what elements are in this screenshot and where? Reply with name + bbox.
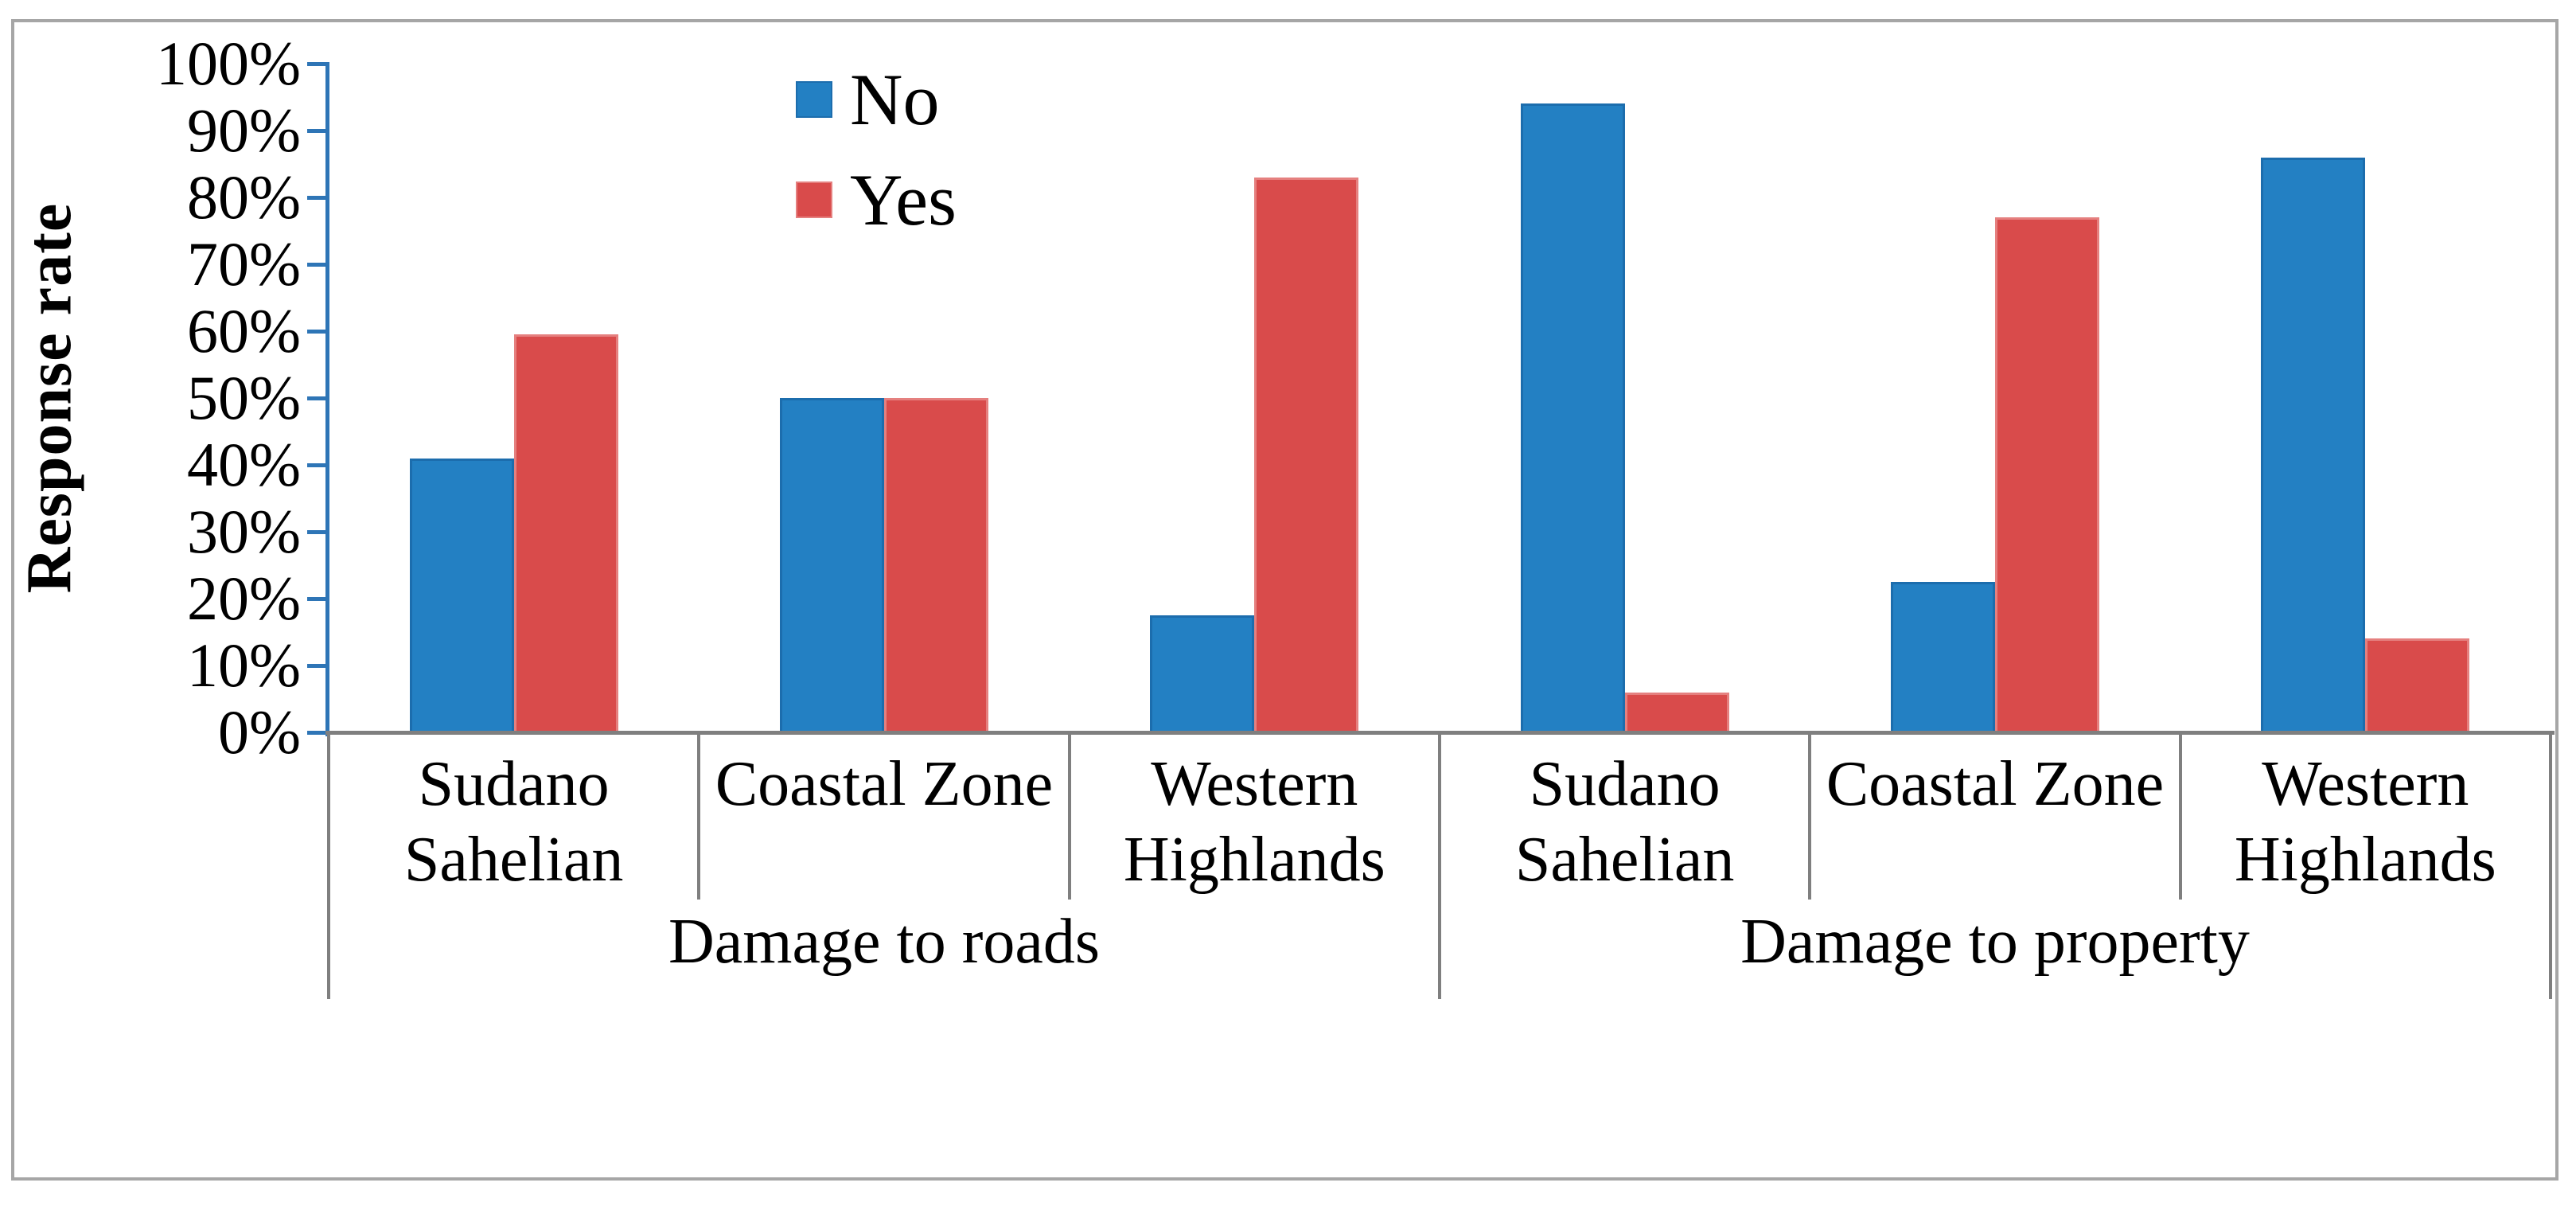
- bar-no: [2261, 157, 2366, 732]
- legend-swatch-no: [796, 81, 832, 118]
- bar-yes: [1254, 177, 1359, 732]
- y-tick-label: 50%: [187, 363, 301, 432]
- y-tick-mark: [307, 664, 328, 668]
- y-tick-label: 80%: [187, 162, 301, 232]
- legend: No Yes: [796, 60, 957, 260]
- y-tick-label: 30%: [187, 497, 301, 566]
- figure-border: [11, 19, 2558, 1181]
- y-tick-mark: [307, 463, 328, 467]
- category-cell: [329, 64, 699, 732]
- category-cell: [1440, 64, 1810, 732]
- bar-yes: [2365, 638, 2470, 732]
- bar-no: [779, 398, 884, 732]
- bar-yes: [1624, 692, 1729, 732]
- category-cell: [699, 64, 1069, 732]
- legend-item: Yes: [796, 160, 957, 240]
- axis-divider: [327, 732, 330, 999]
- y-tick-label: 40%: [187, 430, 301, 499]
- y-tick-label: 100%: [156, 29, 301, 98]
- axis-divider: [2549, 732, 2552, 999]
- category-label: Western Highlands: [1123, 749, 1385, 895]
- category-label: Coastal Zone: [1826, 749, 2165, 819]
- bar-no: [1150, 615, 1255, 732]
- legend-label: No: [850, 59, 940, 140]
- bar-yes: [883, 398, 988, 732]
- plot-area: [329, 64, 2551, 732]
- y-tick-mark: [307, 330, 328, 334]
- y-tick-label: 90%: [187, 96, 301, 165]
- legend-swatch-yes: [796, 181, 832, 218]
- axis-divider: [2178, 732, 2182, 900]
- axis-divider: [1808, 732, 1812, 900]
- category-label: Sudano Sahelian: [1514, 749, 1735, 895]
- category-cell: [1810, 64, 2180, 732]
- bar-yes: [1994, 217, 2099, 732]
- y-tick-mark: [307, 530, 328, 534]
- y-tick-mark: [307, 731, 328, 735]
- y-tick-mark: [307, 263, 328, 267]
- category-label: Western Highlands: [2234, 749, 2496, 895]
- axis-divider: [697, 732, 701, 900]
- axis-divider: [1438, 732, 1441, 999]
- legend-item: No: [796, 60, 957, 139]
- bar-yes: [513, 334, 618, 732]
- category-cell: [2180, 64, 2551, 732]
- y-tick-mark: [307, 396, 328, 400]
- category-cell: [1070, 64, 1440, 732]
- y-tick-label: 70%: [187, 229, 301, 299]
- legend-label: Yes: [850, 159, 957, 240]
- y-tick-label: 20%: [187, 564, 301, 633]
- y-tick-label: 0%: [218, 697, 301, 767]
- y-tick-mark: [307, 129, 328, 133]
- axis-divider: [1067, 732, 1071, 900]
- bar-no: [1890, 582, 1995, 732]
- y-tick-mark: [307, 196, 328, 200]
- category-label: Coastal Zone: [715, 749, 1054, 819]
- group-label: Damage to roads: [668, 907, 1101, 977]
- group-label: Damage to property: [1740, 907, 2250, 977]
- y-tick-mark: [307, 597, 328, 601]
- y-tick-mark: [307, 62, 328, 66]
- bar-no: [1520, 103, 1625, 732]
- y-tick-label: 10%: [187, 630, 301, 700]
- category-label: Sudano Sahelian: [403, 749, 624, 895]
- bar-no: [409, 458, 514, 732]
- y-tick-label: 60%: [187, 296, 301, 365]
